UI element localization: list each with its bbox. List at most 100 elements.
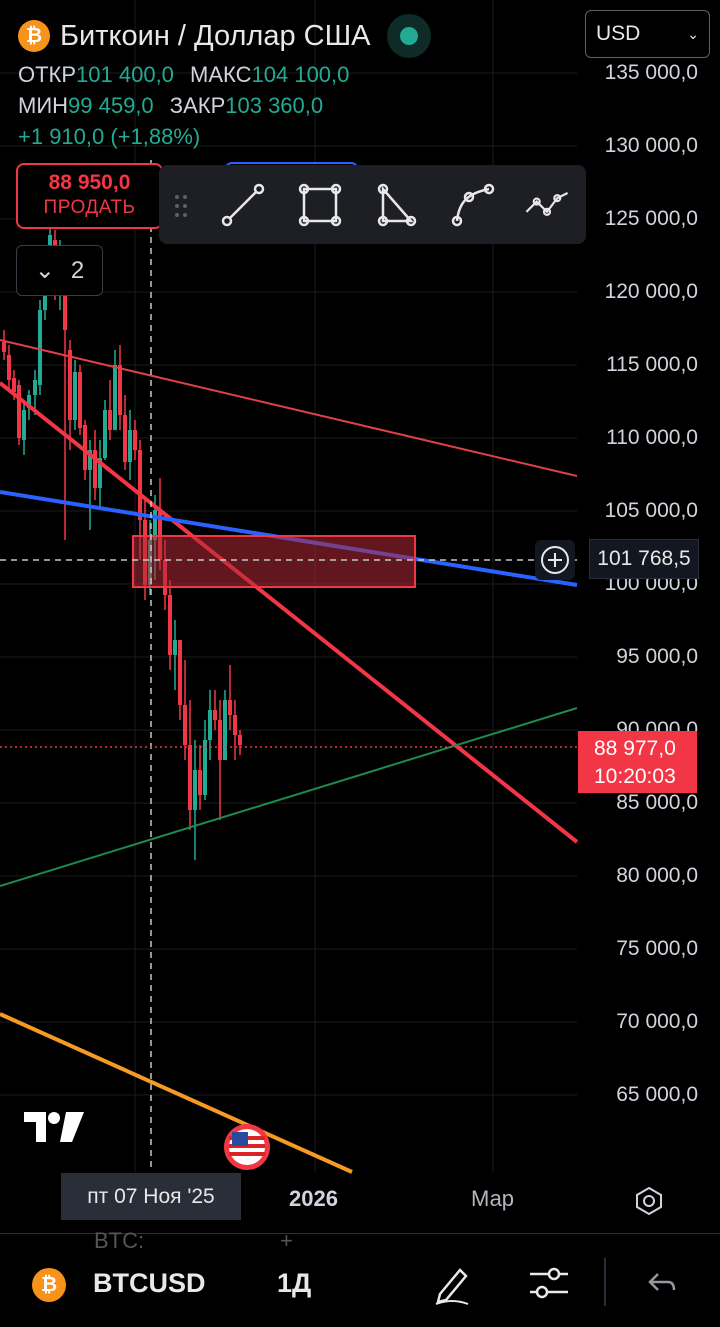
candle-body: [118, 365, 122, 415]
candle-body: [168, 595, 172, 655]
sell-label: ПРОДАТЬ: [43, 197, 136, 218]
candle-body: [138, 450, 142, 520]
high-label: МАКС: [190, 62, 252, 87]
candle-body: [88, 450, 92, 470]
low-label: МИН: [18, 93, 69, 118]
currency-value: USD: [596, 22, 641, 45]
sell-button[interactable]: 88 950,0 ПРОДАТЬ: [16, 163, 163, 229]
candle-body: [73, 372, 77, 420]
candle-body: [183, 705, 187, 745]
candle-body: [123, 415, 127, 462]
add-alert-button[interactable]: [535, 540, 575, 580]
pencil-draw-icon[interactable]: [432, 1262, 472, 1306]
price-axis-label: 130 000,0: [604, 134, 698, 157]
indicators-sliders-icon[interactable]: [528, 1264, 570, 1304]
candle-body: [213, 710, 217, 720]
candle-body: [33, 380, 37, 395]
bitcoin-icon[interactable]: ₿: [32, 1268, 66, 1302]
candle-body: [128, 430, 132, 462]
high-value: 104 100,0: [251, 62, 350, 87]
candle-body: [188, 745, 192, 810]
plus-circle-icon: [541, 546, 569, 574]
candle-body: [17, 385, 21, 438]
candle-body: [83, 425, 87, 470]
last-price: 88 977,0: [594, 737, 676, 760]
path-tool-icon[interactable]: [523, 181, 571, 229]
symbol-button[interactable]: BTCUSD: [93, 1268, 206, 1298]
candle-body: [22, 410, 26, 440]
countdown-timer: 10:20:03: [594, 765, 676, 788]
price-axis-label: 115 000,0: [606, 353, 698, 376]
resistance-zone: [132, 535, 416, 588]
price-axis-label: 120 000,0: [604, 280, 698, 303]
currency-select[interactable]: USD ⌄: [585, 10, 710, 58]
candle-body: [93, 450, 97, 488]
crosshair-price-label: 101 768,5: [589, 539, 699, 579]
price-axis-label: 105 000,0: [604, 499, 698, 522]
ohlc-row-2: МИН99 459,0 ЗАКР103 360,0: [18, 93, 333, 119]
trendline-red-thick: [0, 381, 579, 844]
candle-body: [98, 458, 102, 488]
candle-body: [103, 410, 107, 458]
candle-body: [178, 640, 182, 705]
price-axis-label: 95 000,0: [616, 645, 698, 668]
last-price-tag: 88 977,0 10:20:03: [578, 731, 697, 793]
candle-body: [27, 395, 31, 408]
trendline-green: [0, 707, 578, 887]
symbol-title-text: Биткоин / Доллар США: [60, 19, 371, 52]
candle-body: [63, 265, 67, 330]
candle-body: [208, 710, 212, 740]
candle-body: [133, 430, 137, 450]
undo-icon[interactable]: [646, 1268, 678, 1296]
candle-body: [233, 715, 237, 735]
low-value: 99 459,0: [68, 93, 154, 118]
trend-line-tool-icon[interactable]: [219, 181, 267, 229]
time-label-mar: Мар: [471, 1186, 515, 1211]
us-flag-event-icon[interactable]: [224, 1124, 270, 1170]
symbol-title[interactable]: ₿ Биткоин / Доллар США: [18, 14, 431, 58]
drag-handle-icon[interactable]: [173, 193, 189, 219]
candle-body: [153, 510, 157, 540]
chevron-down-icon: ⌄: [34, 257, 55, 284]
candle-body: [218, 720, 222, 760]
change-value: +1 910,0 (+1,88%): [18, 124, 201, 149]
time-label-2026: 2026: [289, 1186, 338, 1211]
price-axis-label: 80 000,0: [616, 864, 698, 887]
chevron-down-icon: ⌄: [687, 25, 699, 42]
candle-body: [173, 640, 177, 655]
candle-body: [203, 740, 207, 795]
curve-tool-icon[interactable]: [449, 181, 497, 229]
chart-settings-icon[interactable]: [633, 1185, 665, 1217]
candle-body: [78, 372, 82, 428]
triangle-tool-icon[interactable]: [373, 181, 421, 229]
candle-body: [113, 365, 117, 430]
candle-body: [38, 310, 42, 385]
ohlc-row-1: ОТКР101 400,0 МАКС104 100,0: [18, 62, 359, 88]
indicator-count: 2: [70, 256, 85, 284]
candle-body: [193, 770, 197, 810]
open-label: ОТКР: [18, 62, 77, 87]
drawing-toolbar: [159, 165, 586, 244]
crosshair-date-label: пт 07 Ноя '25: [61, 1173, 241, 1220]
candle-body: [238, 735, 242, 745]
candle-body: [2, 342, 6, 352]
ghost-change-text: +: [280, 1228, 293, 1253]
ghost-symbol-text: BTC:: [94, 1228, 145, 1253]
interval-button[interactable]: 1Д: [277, 1268, 312, 1298]
price-axis-label: 110 000,0: [606, 426, 698, 449]
price-axis-label: 70 000,0: [616, 1010, 698, 1033]
open-value: 101 400,0: [76, 62, 174, 87]
trendline-red-thin: [0, 339, 578, 477]
price-axis-label: 75 000,0: [616, 937, 698, 960]
candle-body: [198, 770, 202, 795]
market-status-icon[interactable]: [386, 14, 431, 58]
bitcoin-icon: ₿: [18, 20, 50, 52]
candle-body: [223, 700, 227, 760]
collapse-indicators-button[interactable]: ⌄ 2: [16, 245, 103, 296]
rectangle-tool-icon[interactable]: [296, 181, 344, 229]
price-axis-label: 135 000,0: [604, 61, 698, 84]
close-value: 103 360,0: [225, 93, 324, 118]
price-axis-label: 85 000,0: [616, 791, 698, 814]
price-chart[interactable]: [0, 0, 720, 1233]
candle-body: [108, 410, 112, 430]
